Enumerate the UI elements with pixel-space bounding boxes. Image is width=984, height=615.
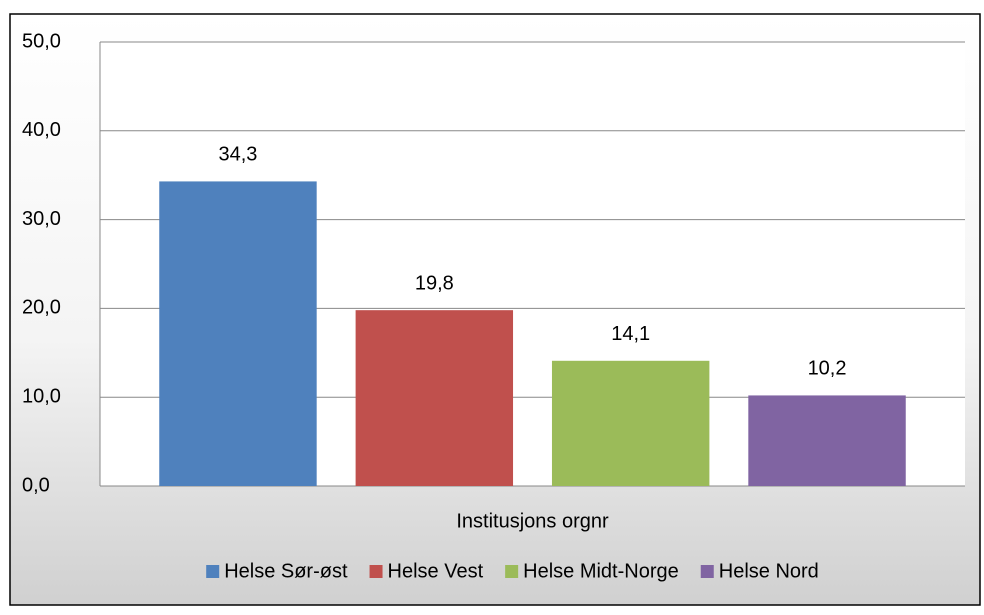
y-tick-label: 30,0	[22, 208, 61, 230]
data-label: 19,8	[415, 272, 454, 294]
legend-swatch	[206, 565, 220, 578]
legend-label: Helse Vest	[388, 560, 484, 582]
legend-swatch	[505, 565, 519, 578]
bar	[748, 395, 906, 486]
data-label: 14,1	[611, 323, 650, 345]
x-tick-label: Institusjons orgnr	[456, 510, 609, 532]
y-tick-label: 50,0	[22, 30, 61, 52]
bar	[159, 181, 317, 486]
legend-label: Helse Nord	[719, 560, 819, 582]
data-label: 34,3	[218, 144, 257, 166]
y-tick-label: 0,0	[22, 474, 50, 496]
legend-label: Helse Sør-øst	[224, 560, 348, 582]
y-tick-label: 10,0	[22, 385, 61, 407]
y-tick-label: 40,0	[22, 119, 61, 141]
legend-label: Helse Midt-Norge	[523, 560, 679, 582]
y-tick-label: 20,0	[22, 297, 61, 319]
legend-swatch	[369, 565, 383, 578]
legend-swatch	[700, 565, 714, 578]
bar	[551, 360, 710, 486]
data-label: 10,2	[808, 358, 847, 380]
bar	[355, 310, 514, 486]
